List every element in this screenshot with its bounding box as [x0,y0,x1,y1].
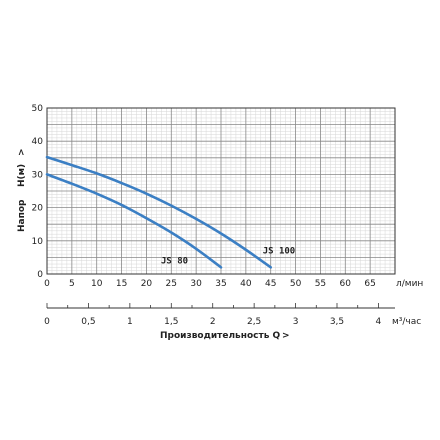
secondary-axis-ticks: 0 0,5 1 1,5 2 2,5 3 3,5 4 [44,303,382,327]
y-tick-label: 20 [32,204,44,214]
y-tick-label: 10 [32,237,44,247]
series-line-js-100 [45,155,273,269]
x-tick-label: 40 [240,279,252,289]
x-tick-label: 20 [141,279,153,289]
y-tick-labels: 0 10 20 30 40 50 [32,104,44,280]
major-grid [46,107,396,275]
series-line-js-80 [45,173,223,269]
x-axis-unit-secondary: м³/час [392,317,421,327]
series-label-js-100: JS 100 [263,246,296,256]
x2-tick-label: 3,5 [330,317,344,327]
x-axis-title: Производительность Q [160,331,281,341]
x2-tick-label: 2,5 [247,317,261,327]
x-tick-label: 60 [340,279,352,289]
x-tick-label: 15 [116,279,127,289]
y-tick-label: 30 [32,170,44,180]
series-group: JS 80 JS 100 [45,155,296,269]
y-axis-title: Напор Н(м) [17,164,27,232]
plot-frame [46,107,396,275]
x2-tick-label: 0,5 [81,317,95,327]
x-axis-unit-primary: л/мин [396,279,423,289]
x2-tick-label: 4 [376,317,382,327]
x-tick-label: 25 [166,279,177,289]
x-tick-label: 10 [91,279,103,289]
x-tick-label: 5 [69,279,75,289]
x2-tick-label: 2 [210,317,216,327]
y-axis-arrow: > [17,148,27,156]
x-tick-label: 30 [190,279,202,289]
y-tick-label: 0 [37,270,43,280]
x-tick-label: 50 [290,279,302,289]
x-tick-label: 45 [265,279,276,289]
x-axis-arrow: > [282,331,290,341]
x2-tick-label: 1,5 [164,317,178,327]
x-tick-label: 55 [315,279,326,289]
y-tick-label: 50 [32,104,44,114]
x-tick-label: 65 [364,279,375,289]
series-label-js-80: JS 80 [161,256,188,266]
y-tick-label: 40 [32,137,44,147]
x2-tick-label: 1 [127,317,133,327]
x-tick-labels: 0 5 10 15 20 25 30 35 40 45 50 55 60 65 [44,279,376,289]
x-tick-label: 0 [44,279,50,289]
x2-tick-label: 0 [44,317,50,327]
x-tick-label: 35 [215,279,226,289]
x2-tick-label: 3 [293,317,299,327]
